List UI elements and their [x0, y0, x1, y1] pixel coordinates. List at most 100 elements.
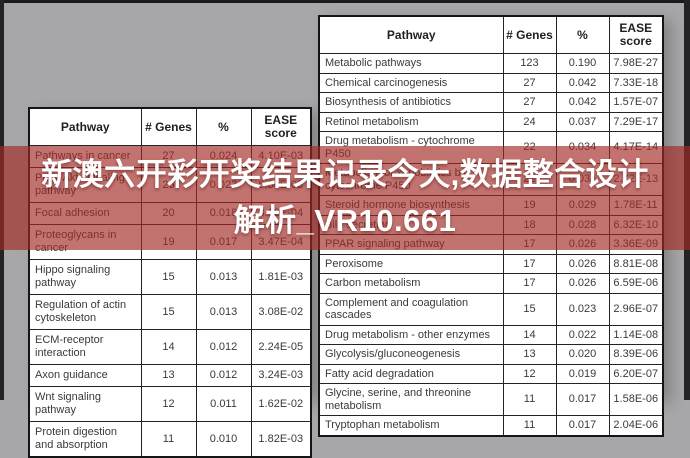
pathway-cell: Axon guidance: [28, 364, 142, 387]
percent-cell: 0.013: [195, 259, 252, 295]
frame-border-top: [0, 0, 690, 3]
genes-cell: 11: [140, 421, 197, 458]
percent-cell: 0.042: [555, 72, 610, 93]
pathway-cell: Protein digestion and absorption: [28, 421, 142, 458]
col-header-pathway: Pathway: [318, 15, 504, 54]
genes-cell: 11: [502, 415, 557, 436]
ease-score-cell: 2.96E-07: [608, 292, 664, 326]
right-table-header: Pathway # Genes % EASE score: [318, 15, 664, 54]
col-header-percent: %: [195, 107, 252, 146]
pathway-cell: Drug metabolism - other enzymes: [318, 324, 504, 345]
ease-score-cell: 2.24E-05: [250, 329, 312, 365]
ease-score-cell: 1.57E-07: [608, 92, 664, 113]
percent-cell: 0.023: [555, 292, 610, 326]
watermark-text-line2: 解析_VR10.661: [233, 203, 457, 238]
ease-score-cell: 1.14E-08: [608, 324, 664, 345]
table-row: Carbon metabolism 17 0.026 6.59E-06: [318, 273, 664, 294]
table-row: Glycolysis/gluconeogenesis 13 0.020 8.39E-0…: [318, 344, 664, 365]
genes-cell: 14: [140, 329, 197, 365]
pathway-cell: Carbon metabolism: [318, 273, 504, 294]
table-row: Metabolic pathways 123 0.190 7.98E-27: [318, 53, 664, 74]
genes-cell: 12: [140, 386, 197, 422]
table-row: Drug metabolism - other enzymes 14 0.022 1.…: [318, 324, 664, 345]
genes-cell: 15: [140, 294, 197, 330]
table-row: Tryptophan metabolism 11 0.017 2.04E-06: [318, 415, 664, 436]
ease-score-cell: 3.08E-02: [250, 294, 312, 330]
pathway-cell: Retinol metabolism: [318, 111, 504, 132]
col-header-ease-score: EASE score: [608, 15, 664, 54]
ease-score-cell: 1.82E-03: [250, 421, 312, 458]
pathway-cell: Wnt signaling pathway: [28, 386, 142, 422]
watermark-banner: 新澳六开彩开奖结果记录今天,数据整合设计 解析_VR10.661: [0, 146, 690, 250]
ease-score-cell: 3.24E-03: [250, 364, 312, 387]
genes-cell: 13: [502, 344, 557, 365]
pathway-cell: Fatty acid degradation: [318, 363, 504, 384]
percent-cell: 0.012: [195, 364, 252, 387]
percent-cell: 0.022: [555, 324, 610, 345]
ease-score-cell: 6.59E-06: [608, 273, 664, 294]
pathway-cell: Glycolysis/gluconeogenesis: [318, 344, 504, 365]
genes-cell: 12: [502, 363, 557, 384]
genes-cell: 15: [502, 292, 557, 326]
genes-cell: 17: [502, 273, 557, 294]
genes-cell: 123: [502, 53, 557, 74]
table-row: Chemical carcinogenesis 27 0.042 7.33E-18: [318, 72, 664, 93]
col-header-ease-score: EASE score: [250, 107, 312, 146]
ease-score-cell: 7.33E-18: [608, 72, 664, 93]
pathway-cell: Biosynthesis of antibiotics: [318, 92, 504, 113]
watermark-text-line1: 新澳六开彩开奖结果记录今天,数据整合设计: [41, 157, 649, 192]
table-row: ECM-receptor interaction 14 0.012 2.24E-05: [28, 329, 312, 365]
ease-score-cell: 7.98E-27: [608, 53, 664, 74]
percent-cell: 0.190: [555, 53, 610, 74]
ease-score-cell: 7.29E-17: [608, 111, 664, 132]
ease-score-cell: 8.39E-06: [608, 344, 664, 365]
table-row: Wnt signaling pathway 12 0.011 1.62E-02: [28, 386, 312, 422]
percent-cell: 0.011: [195, 386, 252, 422]
table-row: Hippo signaling pathway 15 0.013 1.81E-03: [28, 259, 312, 295]
ease-score-cell: 6.20E-07: [608, 363, 664, 384]
pathway-cell: Metabolic pathways: [318, 53, 504, 74]
percent-cell: 0.017: [555, 415, 610, 436]
percent-cell: 0.026: [555, 273, 610, 294]
pathway-cell: Hippo signaling pathway: [28, 259, 142, 295]
genes-cell: 27: [502, 72, 557, 93]
pathway-cell: Chemical carcinogenesis: [318, 72, 504, 93]
percent-cell: 0.020: [555, 344, 610, 365]
col-header-genes: # Genes: [502, 15, 557, 54]
left-table-header: Pathway # Genes % EASE score: [28, 107, 312, 146]
percent-cell: 0.013: [195, 294, 252, 330]
col-header-genes: # Genes: [140, 107, 197, 146]
genes-cell: 14: [502, 324, 557, 345]
genes-cell: 17: [502, 253, 557, 274]
ease-score-cell: 1.62E-02: [250, 386, 312, 422]
col-header-pathway: Pathway: [28, 107, 142, 146]
percent-cell: 0.019: [555, 363, 610, 384]
table-row: Complement and coagulation cascades 15 0.0…: [318, 292, 664, 326]
table-row: Axon guidance 13 0.012 3.24E-03: [28, 364, 312, 387]
table-row: Biosynthesis of antibiotics 27 0.042 1.57E-…: [318, 92, 664, 113]
pathway-cell: ECM-receptor interaction: [28, 329, 142, 365]
table-row: Regulation of actin cytoskeleton 15 0.013 3…: [28, 294, 312, 330]
pathway-cell: Tryptophan metabolism: [318, 415, 504, 436]
table-row: Retinol metabolism 24 0.037 7.29E-17: [318, 111, 664, 132]
header-row: Pathway # Genes % EASE score: [28, 107, 312, 146]
percent-cell: 0.042: [555, 92, 610, 113]
percent-cell: 0.010: [195, 421, 252, 458]
table-row: Peroxisome 17 0.026 8.81E-08: [318, 253, 664, 274]
genes-cell: 27: [502, 92, 557, 113]
percent-cell: 0.026: [555, 253, 610, 274]
table-row: Fatty acid degradation 12 0.019 6.20E-07: [318, 363, 664, 384]
ease-score-cell: 8.81E-08: [608, 253, 664, 274]
table-row: Protein digestion and absorption 11 0.010 1…: [28, 421, 312, 458]
genes-cell: 13: [140, 364, 197, 387]
percent-cell: 0.012: [195, 329, 252, 365]
col-header-percent: %: [555, 15, 610, 54]
ease-score-cell: 1.81E-03: [250, 259, 312, 295]
genes-cell: 24: [502, 111, 557, 132]
ease-score-cell: 2.04E-06: [608, 415, 664, 436]
pathway-cell: Peroxisome: [318, 253, 504, 274]
pathway-cell: Complement and coagulation cascades: [318, 292, 504, 326]
percent-cell: 0.037: [555, 111, 610, 132]
pathway-cell: Regulation of actin cytoskeleton: [28, 294, 142, 330]
genes-cell: 15: [140, 259, 197, 295]
